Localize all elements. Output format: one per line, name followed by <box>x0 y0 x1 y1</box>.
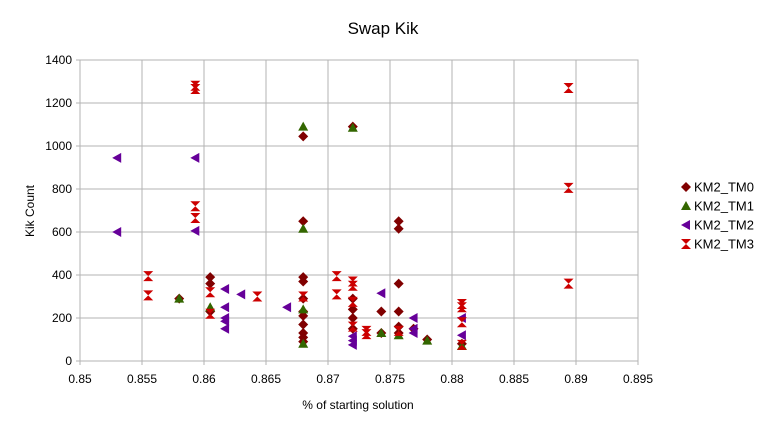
data-point <box>298 216 309 227</box>
x-tick-label: 0.88 <box>440 372 464 386</box>
data-point <box>205 272 216 283</box>
data-point <box>393 278 404 289</box>
data-point <box>456 317 467 328</box>
data-point <box>174 293 185 303</box>
x-tick-label: 0.865 <box>251 372 281 386</box>
x-tick-label: 0.89 <box>564 372 588 386</box>
data-point <box>298 131 309 142</box>
x-axis-title: % of starting solution <box>302 398 413 412</box>
y-tick-label: 1200 <box>45 96 72 110</box>
data-point <box>220 323 230 334</box>
data-point <box>190 213 201 224</box>
series-layer <box>112 80 574 350</box>
x-tick-label: 0.895 <box>623 372 653 386</box>
data-point <box>376 288 386 299</box>
x-tick-label: 0.87 <box>316 372 340 386</box>
legend-label: KM2_TM2 <box>694 218 754 233</box>
data-point <box>376 328 387 338</box>
data-point <box>347 122 358 132</box>
y-tick-label: 0 <box>65 354 72 368</box>
x-tick-label: 0.86 <box>192 372 216 386</box>
chart-title: Swap Kik <box>348 19 419 38</box>
plot-frame <box>79 59 639 362</box>
legend-marker <box>681 182 691 192</box>
legend-label: KM2_TM0 <box>694 180 754 195</box>
x-axis-ticks: 0.85 0.855 0.86 0.865 0.87 0.875 0.88 0.885 0.89… <box>68 361 653 386</box>
data-point <box>190 152 200 163</box>
legend-label: KM2_TM3 <box>694 237 754 252</box>
data-point <box>205 308 216 319</box>
data-point <box>282 302 292 313</box>
y-tick-label: 600 <box>52 225 72 239</box>
data-point <box>408 313 418 323</box>
series-KM2_TM2 <box>112 152 466 350</box>
data-point <box>220 316 230 327</box>
data-point <box>112 152 122 163</box>
data-point <box>331 271 342 282</box>
data-point <box>347 280 358 291</box>
data-point <box>393 216 404 227</box>
data-point <box>252 291 263 302</box>
data-point <box>236 289 246 300</box>
data-point <box>563 82 574 93</box>
legend-label: KM2_TM1 <box>694 199 754 214</box>
data-point <box>298 304 309 314</box>
x-tick-label: 0.875 <box>375 372 405 386</box>
x-tick-label: 0.855 <box>127 372 157 386</box>
data-point <box>347 321 358 332</box>
y-axis-title: Kik Count <box>23 184 37 237</box>
data-point <box>347 339 357 350</box>
data-point <box>143 290 154 301</box>
data-point <box>298 223 309 233</box>
data-point <box>456 302 467 313</box>
data-point <box>376 306 387 317</box>
legend: KM2_TM0 KM2_TM1 KM2_TM2 KM2_TM3 <box>681 180 754 252</box>
plot-area <box>79 59 639 362</box>
data-point <box>361 329 372 340</box>
data-point <box>112 227 122 237</box>
x-tick-label: 0.85 <box>68 372 92 386</box>
data-point <box>220 302 230 313</box>
x-tick-label: 0.885 <box>499 372 529 386</box>
data-point <box>422 335 433 345</box>
data-point <box>190 84 201 95</box>
data-point <box>347 313 358 323</box>
data-point <box>408 328 418 339</box>
y-tick-label: 1000 <box>45 139 72 153</box>
data-point <box>331 289 342 300</box>
y-tick-label: 1400 <box>45 53 72 67</box>
data-point <box>220 283 230 294</box>
data-point <box>143 271 154 282</box>
legend-marker <box>681 239 691 249</box>
data-point <box>456 330 466 341</box>
data-point <box>456 339 467 350</box>
data-point <box>190 225 200 236</box>
data-point <box>205 278 216 289</box>
data-point <box>393 223 404 234</box>
y-axis-ticks: 0 200 400 600 800 1000 1200 1400 <box>45 53 80 368</box>
legend-marker <box>681 220 690 230</box>
data-point <box>393 306 404 317</box>
data-point <box>563 278 574 289</box>
data-point <box>298 121 309 131</box>
y-tick-label: 400 <box>52 268 72 282</box>
data-point <box>347 304 358 315</box>
y-tick-label: 200 <box>52 311 72 325</box>
data-point <box>298 319 309 330</box>
data-point <box>298 276 309 287</box>
y-tick-label: 800 <box>52 182 72 196</box>
series-KM2_TM3 <box>143 80 574 350</box>
data-point <box>205 287 216 298</box>
data-point <box>190 201 201 212</box>
data-point <box>563 182 574 193</box>
legend-marker <box>681 201 691 210</box>
data-point <box>298 338 309 348</box>
data-point <box>393 325 404 336</box>
data-point <box>298 291 309 302</box>
data-point <box>347 296 358 307</box>
